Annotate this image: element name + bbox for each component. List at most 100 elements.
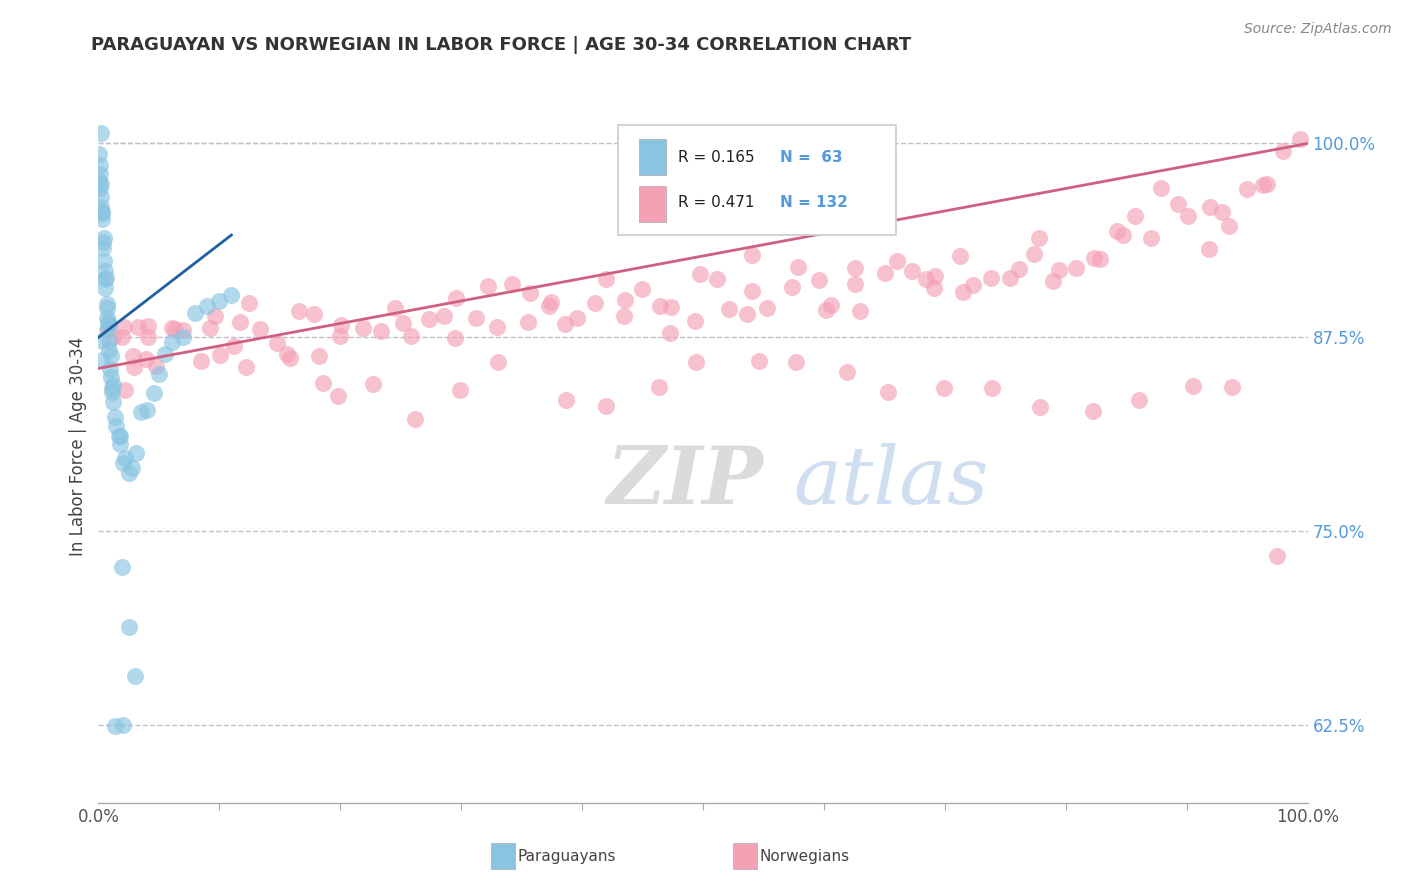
Point xyxy=(659,300,682,314)
Point xyxy=(104,418,127,433)
Point xyxy=(312,376,335,391)
Text: ZIP: ZIP xyxy=(606,443,763,520)
Point xyxy=(873,267,896,281)
Point xyxy=(787,260,810,275)
Text: N =  63: N = 63 xyxy=(780,150,844,165)
Point xyxy=(135,352,157,367)
Point xyxy=(837,366,859,380)
Point xyxy=(204,309,226,323)
Point xyxy=(1064,260,1087,275)
Point xyxy=(1042,274,1064,288)
Point xyxy=(93,254,115,268)
Point xyxy=(901,263,924,277)
Point xyxy=(683,314,706,328)
FancyBboxPatch shape xyxy=(619,125,897,235)
Point xyxy=(565,311,588,326)
Point xyxy=(160,321,183,335)
Point xyxy=(1029,400,1052,414)
Point xyxy=(844,277,866,291)
Point xyxy=(97,321,120,335)
Point xyxy=(229,315,252,329)
Point xyxy=(219,288,242,302)
Point xyxy=(477,279,499,293)
Text: Paraguayans: Paraguayans xyxy=(517,849,616,863)
Point xyxy=(94,270,117,285)
Point xyxy=(98,317,121,331)
Point xyxy=(886,253,908,268)
Point xyxy=(449,383,471,397)
Point xyxy=(172,330,194,344)
Point xyxy=(486,355,509,369)
Point xyxy=(136,403,159,417)
Point xyxy=(97,315,120,329)
Point xyxy=(143,386,166,401)
Point xyxy=(706,272,728,286)
Point xyxy=(1167,197,1189,211)
Point xyxy=(89,174,111,188)
Point xyxy=(112,456,135,470)
Point xyxy=(148,368,170,382)
Point xyxy=(208,348,231,362)
Point xyxy=(1253,178,1275,192)
Point xyxy=(444,331,467,345)
Point xyxy=(118,620,141,634)
Point xyxy=(163,322,186,336)
Point xyxy=(735,307,758,321)
Point xyxy=(922,281,945,295)
Point xyxy=(90,126,112,140)
Point xyxy=(915,271,938,285)
Point xyxy=(1198,243,1220,257)
Y-axis label: In Labor Force | Age 30-34: In Labor Force | Age 30-34 xyxy=(69,336,87,556)
Point xyxy=(266,335,288,350)
Point xyxy=(399,328,422,343)
Point xyxy=(613,293,636,307)
Point xyxy=(1123,209,1146,223)
Point xyxy=(1047,262,1070,277)
Point xyxy=(118,466,141,480)
Point xyxy=(90,205,112,219)
Point xyxy=(238,295,260,310)
Point xyxy=(519,286,541,301)
Point xyxy=(352,321,374,335)
Point xyxy=(90,200,112,214)
Point xyxy=(101,394,124,409)
Point xyxy=(224,339,246,353)
Point xyxy=(89,167,111,181)
Point xyxy=(111,560,134,574)
Point xyxy=(1211,205,1233,219)
Point xyxy=(1112,227,1135,242)
Point xyxy=(748,354,770,368)
Point xyxy=(659,326,682,340)
Point xyxy=(998,270,1021,285)
Point xyxy=(94,271,117,285)
Point xyxy=(114,451,136,466)
Bar xyxy=(638,139,665,175)
Point xyxy=(136,329,159,343)
Point xyxy=(980,381,1002,395)
Text: PARAGUAYAN VS NORWEGIAN IN LABOR FORCE | AGE 30-34 CORRELATION CHART: PARAGUAYAN VS NORWEGIAN IN LABOR FORCE |… xyxy=(91,36,911,54)
Point xyxy=(392,316,415,330)
Point xyxy=(96,297,118,311)
Point xyxy=(1090,252,1112,267)
Point xyxy=(1128,393,1150,408)
Point xyxy=(127,320,149,334)
Point xyxy=(114,384,136,398)
Point xyxy=(418,311,440,326)
Point xyxy=(807,273,830,287)
Point xyxy=(1272,145,1295,159)
Bar xyxy=(638,186,665,221)
Point xyxy=(877,385,900,400)
Point xyxy=(129,405,152,419)
Point xyxy=(1177,209,1199,223)
Point xyxy=(94,281,117,295)
Point xyxy=(384,301,406,316)
Point xyxy=(125,446,148,460)
Point xyxy=(104,410,127,425)
Point xyxy=(370,324,392,338)
Point xyxy=(96,310,118,325)
Point xyxy=(501,277,523,291)
Point xyxy=(197,299,219,313)
Point xyxy=(1081,403,1104,417)
Point xyxy=(1008,261,1031,276)
Point xyxy=(103,378,125,392)
